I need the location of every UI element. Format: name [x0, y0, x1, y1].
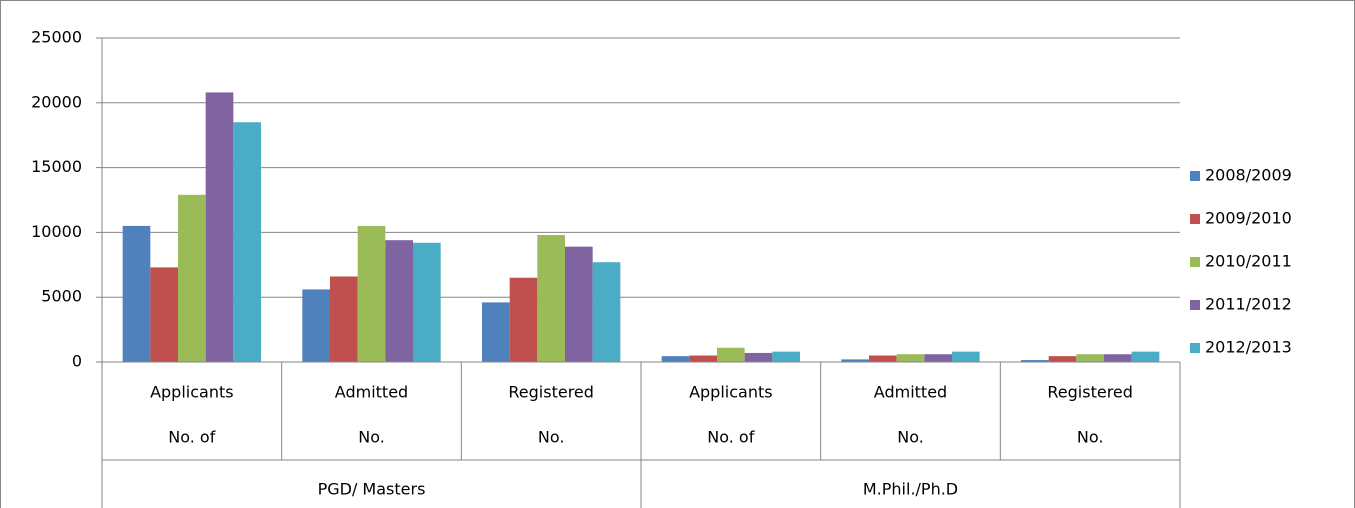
- x-tick-label: Registered: [508, 383, 594, 402]
- legend-swatch: [1190, 214, 1200, 224]
- legend-label: 2010/2011: [1205, 252, 1292, 271]
- bar: [329, 276, 358, 362]
- bar: [357, 225, 386, 362]
- y-tick-label: 0: [72, 352, 82, 371]
- bar: [233, 122, 262, 363]
- legend-swatch: [1190, 171, 1200, 181]
- bar: [952, 351, 980, 362]
- y-tick-label: 20000: [31, 92, 82, 111]
- bar: [772, 351, 801, 362]
- x-tick-sublabel: No. of: [707, 428, 754, 447]
- x-tick-sublabel: No.: [538, 428, 565, 447]
- bar: [661, 356, 690, 362]
- x-tick-label: Registered: [1047, 383, 1133, 402]
- x-tick-sublabel: No. of: [168, 428, 215, 447]
- x-tick-label: Admitted: [335, 383, 408, 402]
- bar: [841, 359, 869, 362]
- y-tick-label: 5000: [41, 287, 82, 306]
- x-tick-sublabel: No.: [358, 428, 385, 447]
- legend-label: 2011/2012: [1205, 295, 1292, 314]
- x-tick-sublabel: No.: [1077, 428, 1104, 447]
- bar: [896, 354, 925, 362]
- bar: [1048, 356, 1077, 362]
- y-tick-label: 25000: [31, 28, 82, 47]
- bar: [716, 347, 745, 362]
- bar: [122, 225, 151, 362]
- x-tick-label: Applicants: [150, 383, 234, 402]
- bar: [385, 240, 414, 362]
- x-tick-label: Applicants: [689, 383, 773, 402]
- bar: [1131, 351, 1160, 362]
- bar: [592, 262, 621, 362]
- bar: [565, 246, 593, 362]
- bar: [302, 289, 330, 362]
- bar: [1020, 360, 1049, 362]
- legend-swatch: [1190, 343, 1200, 353]
- x-group-label: M.Phil./Ph.D: [863, 480, 958, 499]
- y-tick-label: 10000: [31, 222, 82, 241]
- x-group-label: PGD/ Masters: [318, 480, 426, 499]
- bar: [689, 355, 717, 362]
- legend-label: 2009/2010: [1205, 209, 1292, 228]
- x-tick-label: Admitted: [874, 383, 947, 402]
- bar: [205, 92, 234, 362]
- y-tick-label: 15000: [31, 157, 82, 176]
- bar: [509, 277, 538, 362]
- x-tick-sublabel: No.: [897, 428, 924, 447]
- bar: [413, 242, 441, 362]
- bar: [177, 194, 206, 362]
- bar: [924, 354, 953, 362]
- bar: [1104, 354, 1132, 362]
- bar: [150, 267, 178, 362]
- bar: [481, 302, 510, 362]
- bar: [744, 352, 773, 362]
- bar: [1076, 354, 1105, 362]
- legend-label: 2008/2009: [1205, 166, 1292, 185]
- bar: [868, 355, 897, 362]
- legend-swatch: [1190, 257, 1200, 267]
- legend-label: 2012/2013: [1205, 338, 1292, 357]
- legend-swatch: [1190, 300, 1200, 310]
- bar: [537, 234, 566, 362]
